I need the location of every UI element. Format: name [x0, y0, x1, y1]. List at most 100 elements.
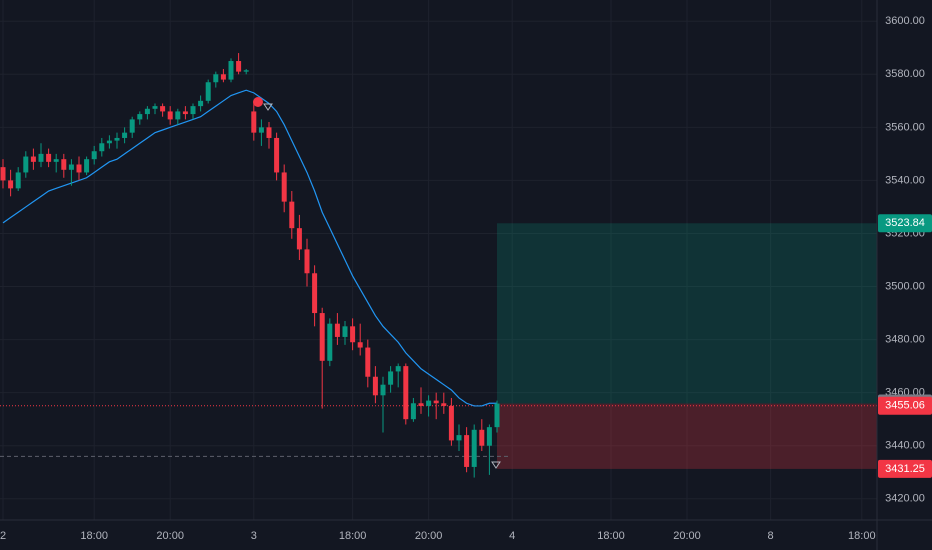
candle-body [304, 249, 310, 274]
price-tag-label: 3431.25 [885, 463, 925, 475]
candle-body [236, 61, 242, 72]
candle-body [243, 70, 249, 72]
candle-body [327, 323, 333, 361]
y-tick-label: 3500.00 [885, 280, 925, 292]
candle-body [8, 180, 14, 189]
candle-body [190, 106, 196, 115]
candle-body [433, 400, 439, 404]
candle-body [289, 201, 295, 229]
candle-body [471, 429, 477, 467]
candle-body [418, 403, 424, 406]
price-axis [877, 0, 932, 550]
candle-body [281, 172, 287, 202]
candle-body [0, 167, 6, 181]
candle-body [403, 366, 409, 420]
x-tick-label: 20:00 [156, 530, 184, 542]
candle-body [91, 151, 97, 160]
candle-body [251, 111, 257, 133]
candle-body [167, 111, 173, 120]
signal-arrow [263, 103, 273, 111]
candle-body [464, 435, 470, 467]
candle-body [99, 143, 105, 152]
candle-body [144, 108, 150, 115]
x-tick-label: 20:00 [415, 530, 443, 542]
signal-marker [253, 97, 263, 107]
candle-body [61, 159, 67, 170]
candle-body [129, 119, 135, 133]
candle-body [312, 273, 318, 314]
target-zone [497, 223, 877, 404]
candle-body [266, 127, 272, 138]
y-tick-label: 3540.00 [885, 174, 925, 186]
candle-body [84, 159, 90, 173]
price-tag-label: 3455.06 [885, 400, 925, 412]
candle-body [395, 366, 401, 372]
x-tick-label: 18:00 [848, 530, 876, 542]
candle-body [319, 313, 325, 361]
candle-body [106, 140, 112, 144]
price-tag [878, 214, 932, 233]
y-tick-label: 3480.00 [885, 333, 925, 345]
y-tick-label: 3560.00 [885, 121, 925, 133]
candle-body [220, 74, 226, 80]
candle-body [296, 228, 302, 250]
candle-body [114, 137, 120, 141]
candle-body [46, 153, 52, 162]
candle-body [388, 371, 394, 385]
candle-body [198, 100, 204, 107]
price-tag [878, 396, 932, 415]
candle-body [479, 429, 485, 446]
candle-body [486, 427, 492, 446]
price-tag-label: 3523.84 [885, 217, 925, 229]
candle-body [68, 164, 74, 170]
candle-body [152, 106, 158, 109]
x-tick-label: 18:00 [80, 530, 108, 542]
stop-zone [497, 403, 877, 469]
moving-average [2, 89, 497, 407]
candle-body [122, 132, 128, 138]
candle-body [372, 376, 378, 396]
candle-body [205, 82, 211, 101]
x-tick-label: 3 [251, 530, 257, 542]
y-tick-label: 3420.00 [885, 493, 925, 505]
candle-body [334, 323, 340, 337]
candle-body [357, 342, 363, 348]
candle-body [448, 405, 454, 441]
x-tick-label: 2 [0, 530, 6, 542]
candle-body [494, 403, 500, 428]
x-tick-label: 8 [768, 530, 774, 542]
x-tick-label: 18:00 [339, 530, 367, 542]
candle-body [350, 326, 356, 343]
candle-body [23, 156, 29, 173]
candle-body [380, 384, 386, 396]
y-tick-label: 3440.00 [885, 440, 925, 452]
candle-body [365, 347, 371, 377]
candle-body [228, 61, 234, 80]
candle-body [38, 153, 44, 162]
candle-body [182, 111, 188, 115]
candle-body [15, 172, 21, 189]
candle-body [410, 403, 416, 420]
candle-body [274, 137, 280, 173]
candle-body [258, 127, 264, 133]
price-tag [878, 459, 932, 478]
y-tick-label: 3600.00 [885, 15, 925, 27]
x-tick-label: 20:00 [673, 530, 701, 542]
candle-body [30, 156, 36, 162]
candle-body [426, 400, 432, 406]
candle-body [342, 326, 348, 337]
x-tick-label: 4 [509, 530, 515, 542]
candle-body [441, 403, 447, 406]
signal-arrow [491, 461, 501, 469]
y-tick-label: 3580.00 [885, 68, 925, 80]
candle-body [76, 164, 82, 173]
candle-body [456, 435, 462, 441]
candle-body [175, 111, 181, 120]
x-tick-label: 18:00 [597, 530, 625, 542]
candle-body [53, 159, 59, 162]
candle-body [160, 106, 166, 112]
candle-body [213, 74, 219, 83]
candle-body [137, 114, 143, 120]
